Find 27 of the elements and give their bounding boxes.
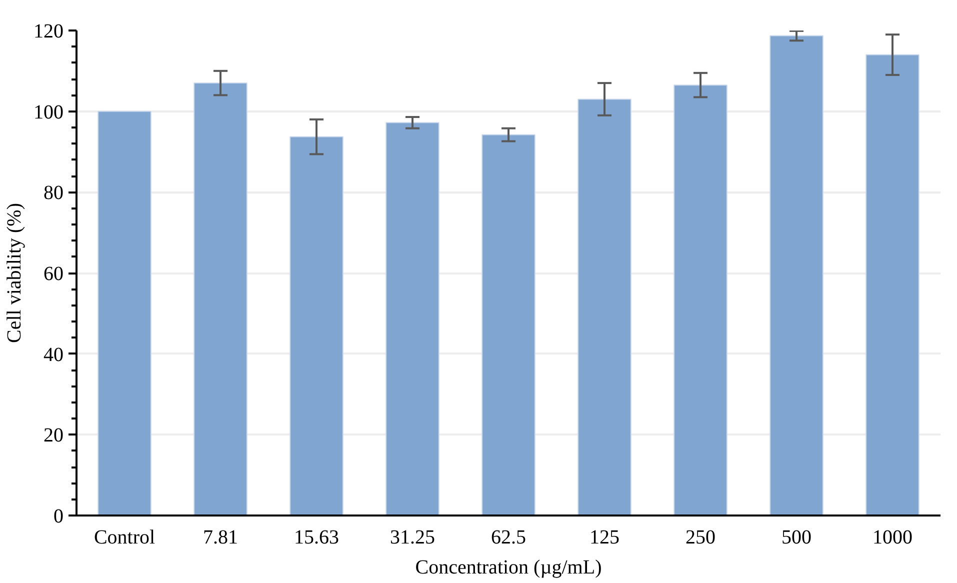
x-tick-label: 15.63 — [294, 526, 339, 548]
x-tick-label: 1000 — [872, 526, 912, 548]
x-tick-label: 500 — [782, 526, 812, 548]
bar — [98, 110, 152, 516]
y-tick-label: 0 — [54, 506, 64, 528]
bar — [770, 35, 824, 516]
y-tick-label: 40 — [44, 344, 64, 366]
y-tick-label: 20 — [44, 424, 64, 447]
y-tick-label: 80 — [44, 182, 64, 204]
x-axis-title: Concentration (µg/mL) — [415, 556, 602, 578]
y-axis-title: Cell viability (%) — [4, 203, 26, 343]
x-tick-label: 125 — [590, 526, 620, 548]
x-tick-label: 7.81 — [203, 526, 238, 548]
x-tick-label: 62.5 — [491, 526, 526, 548]
bar — [866, 54, 920, 516]
bar — [194, 82, 248, 516]
x-tick-label: 31.25 — [390, 526, 435, 548]
x-tick-label: Control — [94, 526, 156, 548]
bar — [290, 136, 344, 516]
bar — [482, 134, 536, 516]
x-tick-label: 250 — [686, 526, 716, 548]
y-tick-label: 60 — [44, 263, 64, 285]
bar — [386, 122, 440, 516]
bar — [674, 84, 728, 516]
bar — [578, 98, 632, 516]
y-tick-label: 100 — [34, 101, 64, 124]
y-tick-label: 120 — [34, 20, 64, 42]
